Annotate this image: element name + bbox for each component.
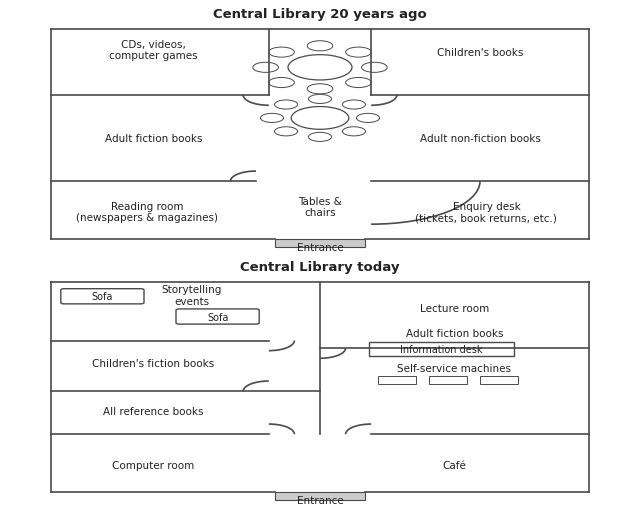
Text: Reading room
(newspapers & magazines): Reading room (newspapers & magazines) bbox=[76, 201, 218, 223]
Text: Self-service machines: Self-service machines bbox=[397, 364, 511, 374]
Text: Children's books: Children's books bbox=[437, 48, 523, 58]
FancyBboxPatch shape bbox=[61, 289, 144, 304]
Text: Storytelling
events: Storytelling events bbox=[162, 285, 222, 306]
Text: Sofa: Sofa bbox=[92, 292, 113, 301]
Text: Enquiry desk
(tickets, book returns, etc.): Enquiry desk (tickets, book returns, etc… bbox=[415, 201, 557, 223]
Circle shape bbox=[307, 84, 333, 95]
Circle shape bbox=[342, 100, 365, 110]
Circle shape bbox=[356, 114, 380, 123]
Circle shape bbox=[308, 133, 332, 142]
Text: Central Library today: Central Library today bbox=[240, 260, 400, 273]
Text: Children's fiction books: Children's fiction books bbox=[92, 359, 215, 369]
Text: Adult fiction books: Adult fiction books bbox=[406, 328, 503, 338]
Bar bbox=[378, 376, 416, 384]
Bar bbox=[429, 376, 467, 384]
Circle shape bbox=[291, 107, 349, 130]
Text: Entrance: Entrance bbox=[296, 495, 344, 505]
Text: Central Library 20 years ago: Central Library 20 years ago bbox=[213, 8, 427, 21]
Circle shape bbox=[308, 95, 332, 104]
Bar bbox=[480, 376, 518, 384]
Circle shape bbox=[307, 42, 333, 52]
Circle shape bbox=[342, 128, 365, 137]
Circle shape bbox=[346, 48, 371, 58]
Text: Adult non-fiction books: Adult non-fiction books bbox=[420, 134, 540, 144]
Circle shape bbox=[275, 100, 298, 110]
Circle shape bbox=[260, 114, 284, 123]
Text: Sofa: Sofa bbox=[207, 312, 228, 322]
Circle shape bbox=[346, 78, 371, 88]
Text: All reference books: All reference books bbox=[103, 407, 204, 417]
Circle shape bbox=[275, 128, 298, 137]
Text: Tables &
chairs: Tables & chairs bbox=[298, 196, 342, 218]
Circle shape bbox=[288, 56, 352, 81]
Text: CDs, videos,
computer games: CDs, videos, computer games bbox=[109, 40, 198, 61]
Bar bbox=[275, 492, 365, 500]
Circle shape bbox=[269, 48, 294, 58]
Text: Information desk: Information desk bbox=[401, 345, 483, 355]
Text: Lecture room: Lecture room bbox=[420, 303, 489, 313]
Circle shape bbox=[253, 63, 278, 73]
Text: Café: Café bbox=[442, 460, 467, 470]
Text: Computer room: Computer room bbox=[113, 460, 195, 470]
FancyBboxPatch shape bbox=[176, 309, 259, 324]
FancyBboxPatch shape bbox=[369, 342, 514, 357]
Circle shape bbox=[269, 78, 294, 88]
Bar bbox=[275, 240, 365, 247]
Text: Entrance: Entrance bbox=[296, 242, 344, 252]
Circle shape bbox=[362, 63, 387, 73]
Text: Adult fiction books: Adult fiction books bbox=[105, 134, 202, 144]
